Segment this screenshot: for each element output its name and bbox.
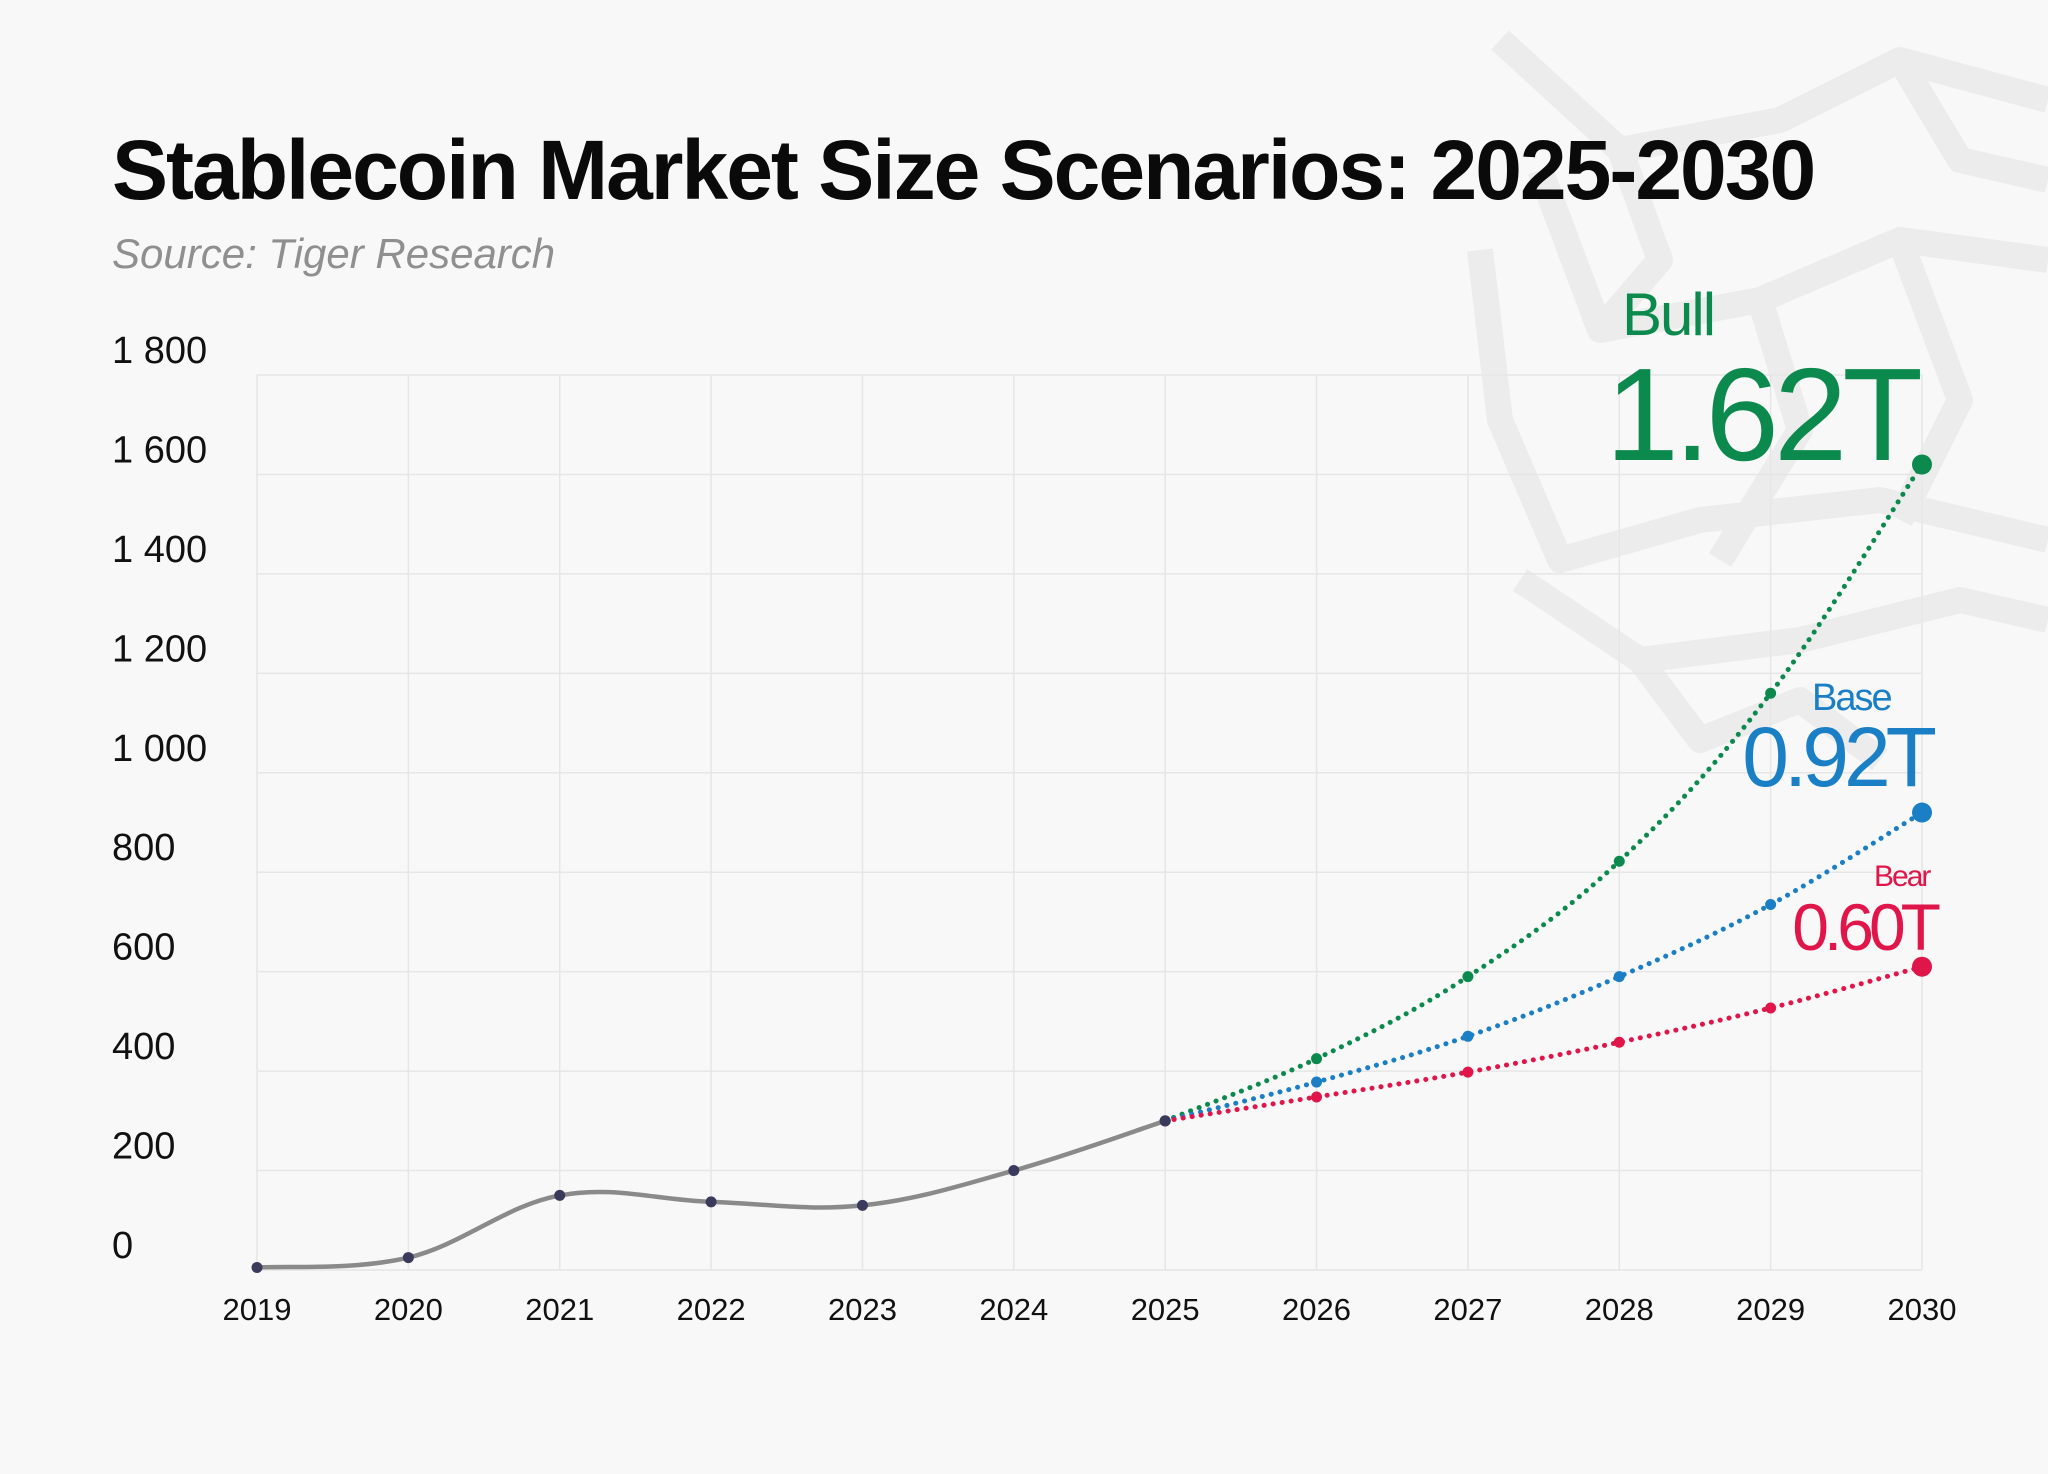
gridlines	[256, 374, 1923, 1271]
x-tick-label: 2022	[677, 1292, 746, 1327]
y-tick-label: 400	[112, 1026, 175, 1068]
axes: 0 200 400 600 800 1 000 1 200 1 400 1 600 1 800 20…	[112, 330, 1956, 1327]
bear-data-point	[1311, 1091, 1323, 1103]
x-tick-label: 2020	[374, 1292, 443, 1327]
x-tick-label: 2019	[223, 1292, 292, 1327]
y-tick-label: 1 600	[112, 429, 207, 471]
base-data-point	[1462, 1030, 1474, 1042]
y-tick-label: 200	[112, 1126, 175, 1168]
x-tick-label: 2030	[1888, 1292, 1957, 1327]
x-tick-label: 2023	[828, 1292, 897, 1327]
y-tick-label: 1 800	[112, 330, 207, 372]
base-series-line	[1162, 810, 1925, 1124]
y-tick-label: 1 200	[112, 628, 207, 670]
base-scenario-label: Base	[1812, 677, 1891, 719]
bear-data-point	[1613, 1036, 1625, 1048]
bull-scenario-label: Bull	[1622, 281, 1714, 348]
bear-scenario-value: 0.60T	[1792, 890, 1939, 964]
series-lines	[254, 462, 1925, 1270]
bear-data-point	[1765, 1002, 1777, 1014]
y-tick-label: 0	[112, 1225, 133, 1267]
bull-data-point	[1311, 1053, 1323, 1065]
bear-series-line	[1162, 964, 1925, 1124]
y-tick-label: 1 000	[112, 728, 207, 770]
historical-data-point	[1008, 1165, 1020, 1177]
bull-data-point	[1912, 454, 1932, 475]
bull-data-point	[1765, 687, 1777, 699]
chart-title: Stablecoin Market Size Scenarios: 2025-2…	[112, 123, 1816, 217]
historical-data-point	[705, 1196, 717, 1208]
historical-data-point	[1159, 1115, 1171, 1127]
y-tick-label: 800	[112, 827, 175, 869]
bull-scenario-value: 1.62T	[1605, 341, 1920, 488]
historical-data-point	[402, 1252, 414, 1264]
x-tick-label: 2021	[525, 1292, 594, 1327]
x-tick-label: 2024	[979, 1292, 1048, 1327]
y-tick-label: 600	[112, 927, 175, 969]
historical-data-point	[856, 1199, 868, 1211]
y-tick-label: 1 400	[112, 529, 207, 571]
bear-scenario-label: Bear	[1874, 860, 1931, 893]
bear-data-point	[1912, 956, 1932, 977]
x-tick-label: 2027	[1433, 1292, 1502, 1327]
bear-data-point	[1462, 1066, 1474, 1078]
chart-source: Source: Tiger Research	[112, 230, 556, 277]
x-tick-label: 2028	[1585, 1292, 1654, 1327]
x-tick-label: 2026	[1282, 1292, 1351, 1327]
historical-data-point	[251, 1262, 263, 1274]
base-data-point	[1912, 802, 1932, 823]
base-data-point	[1613, 971, 1625, 983]
base-scenario-value: 0.92T	[1742, 710, 1935, 804]
bull-data-point	[1613, 855, 1625, 867]
base-data-point	[1311, 1076, 1323, 1088]
series-points	[251, 454, 1932, 1274]
x-tick-label: 2025	[1131, 1292, 1200, 1327]
historical-data-point	[554, 1189, 566, 1201]
x-tick-label: 2029	[1736, 1292, 1805, 1327]
base-data-point	[1765, 899, 1777, 911]
bull-data-point	[1462, 971, 1474, 983]
